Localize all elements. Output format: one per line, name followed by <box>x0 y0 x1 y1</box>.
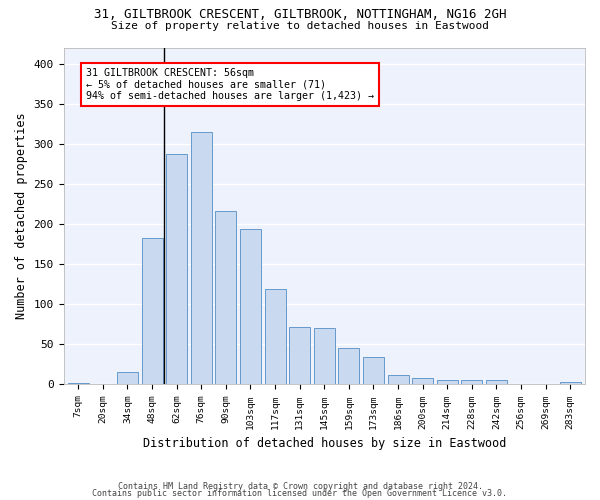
Y-axis label: Number of detached properties: Number of detached properties <box>15 112 28 320</box>
Text: Size of property relative to detached houses in Eastwood: Size of property relative to detached ho… <box>111 21 489 31</box>
Bar <box>314 328 335 384</box>
Text: Contains HM Land Registry data © Crown copyright and database right 2024.: Contains HM Land Registry data © Crown c… <box>118 482 482 491</box>
Bar <box>240 229 261 384</box>
Bar <box>486 380 507 384</box>
Bar <box>215 211 236 384</box>
Bar <box>437 380 458 384</box>
Bar <box>412 378 433 384</box>
Bar <box>265 289 286 384</box>
Bar <box>142 238 163 384</box>
Bar <box>117 372 138 384</box>
Bar <box>166 154 187 384</box>
Bar <box>289 328 310 384</box>
Bar <box>338 348 359 385</box>
Bar <box>388 375 409 384</box>
Text: Contains public sector information licensed under the Open Government Licence v3: Contains public sector information licen… <box>92 490 508 498</box>
Bar <box>461 380 482 384</box>
Bar <box>363 357 384 384</box>
Bar <box>560 382 581 384</box>
Text: 31 GILTBROOK CRESCENT: 56sqm
← 5% of detached houses are smaller (71)
94% of sem: 31 GILTBROOK CRESCENT: 56sqm ← 5% of det… <box>86 68 374 101</box>
X-axis label: Distribution of detached houses by size in Eastwood: Distribution of detached houses by size … <box>143 437 506 450</box>
Bar <box>68 383 89 384</box>
Bar <box>191 132 212 384</box>
Text: 31, GILTBROOK CRESCENT, GILTBROOK, NOTTINGHAM, NG16 2GH: 31, GILTBROOK CRESCENT, GILTBROOK, NOTTI… <box>94 8 506 20</box>
